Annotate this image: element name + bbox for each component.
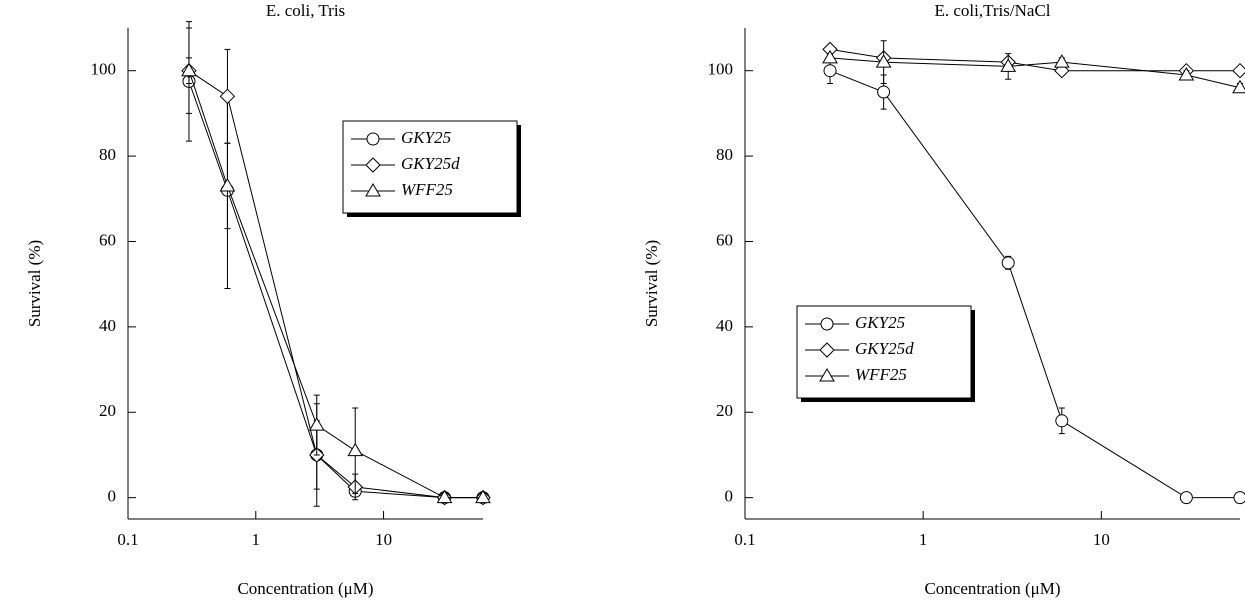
marker: [877, 85, 891, 99]
legend-label: GKY25d: [401, 154, 460, 173]
x-tick-label: 0.1: [734, 530, 755, 549]
marker: [822, 49, 838, 64]
y-tick-label: 20: [716, 401, 733, 420]
legend-label: GKY25d: [855, 339, 914, 358]
x-axis-label: Concentration (μM): [924, 579, 1060, 598]
series-line: [829, 70, 1240, 499]
marker: [181, 62, 197, 77]
legend-label: GKY25: [401, 128, 451, 147]
x-axis-label: Concentration (μM): [237, 579, 373, 598]
marker: [1233, 491, 1245, 505]
marker: [219, 177, 236, 192]
y-tick-label: 20: [99, 401, 116, 420]
marker: [820, 317, 834, 331]
series-line: [188, 70, 483, 499]
marker: [1000, 58, 1017, 72]
y-axis-label: Survival (%): [25, 240, 44, 327]
y-tick-label: 80: [716, 145, 733, 164]
chart-title: E. coli, Tris: [266, 1, 345, 20]
marker: [1001, 256, 1015, 270]
legend-label: GKY25: [855, 313, 905, 332]
legend-label: WFF25: [401, 180, 453, 199]
y-tick-label: 60: [716, 230, 733, 249]
y-tick-label: 40: [99, 316, 116, 335]
y-axis-label: Survival (%): [642, 240, 661, 327]
chart-title: E. coli,Tris/NaCl: [934, 1, 1050, 20]
marker: [365, 157, 381, 173]
marker: [1232, 62, 1245, 79]
marker: [819, 342, 835, 358]
y-tick-label: 40: [716, 316, 733, 335]
legend-label: WFF25: [855, 365, 907, 384]
y-tick-label: 0: [108, 487, 117, 506]
series-line: [829, 48, 1240, 72]
marker: [1055, 414, 1069, 428]
marker: [475, 489, 491, 504]
marker: [875, 54, 892, 68]
marker: [347, 442, 364, 457]
marker: [823, 64, 837, 78]
marker: [308, 417, 325, 431]
marker: [1178, 66, 1195, 81]
x-tick-label: 10: [1093, 530, 1110, 549]
y-tick-label: 100: [91, 60, 117, 79]
marker: [219, 88, 236, 105]
marker: [366, 132, 380, 146]
y-tick-label: 80: [99, 145, 116, 164]
y-tick-label: 100: [708, 60, 734, 79]
marker: [1232, 79, 1245, 94]
x-tick-label: 1: [252, 530, 261, 549]
x-tick-label: 1: [919, 530, 928, 549]
series-line: [829, 57, 1241, 89]
x-tick-label: 10: [375, 530, 392, 549]
marker: [1179, 491, 1193, 505]
y-tick-label: 0: [725, 487, 734, 506]
x-tick-label: 0.1: [117, 530, 138, 549]
y-tick-label: 60: [99, 230, 116, 249]
marker: [365, 183, 381, 197]
marker: [1053, 54, 1070, 68]
marker: [436, 489, 453, 504]
marker: [819, 368, 835, 382]
